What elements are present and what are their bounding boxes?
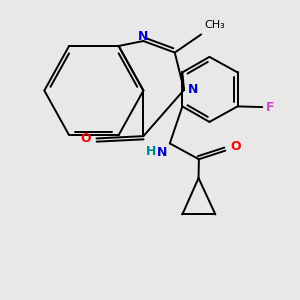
Text: F: F [266, 100, 275, 114]
Text: H: H [146, 146, 156, 158]
Text: O: O [230, 140, 241, 153]
Text: N: N [138, 30, 148, 43]
Text: N: N [157, 146, 167, 159]
Text: O: O [80, 132, 91, 145]
Text: CH₃: CH₃ [204, 20, 225, 31]
Text: N: N [188, 83, 198, 96]
